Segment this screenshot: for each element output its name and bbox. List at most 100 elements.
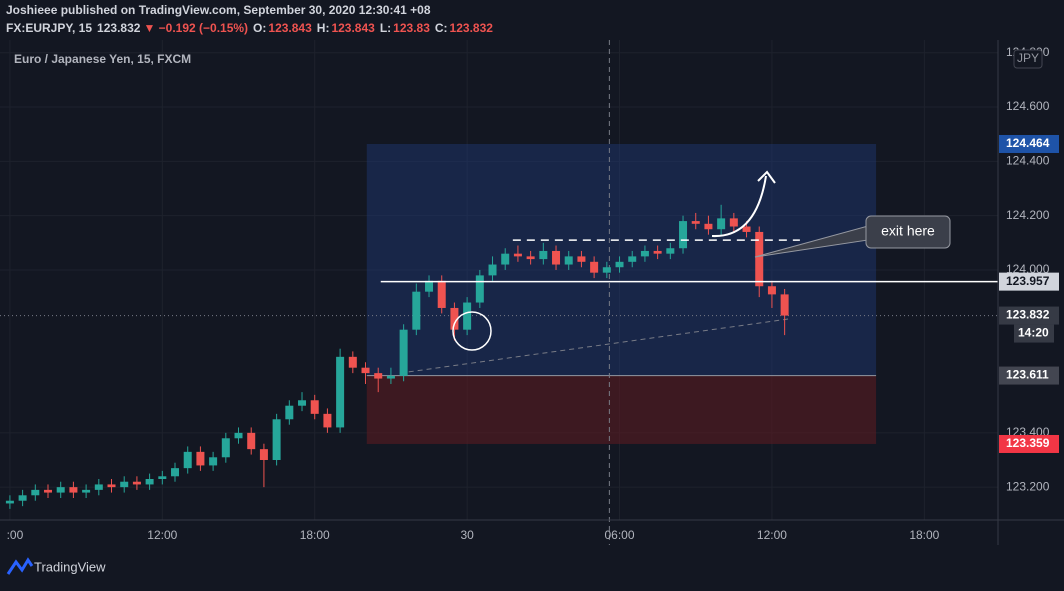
candle-body (488, 264, 497, 276)
footer-bg (0, 545, 1064, 586)
candle-body (285, 405, 294, 420)
candle-body (336, 356, 345, 428)
candle-body (310, 400, 319, 414)
candle-body (183, 451, 192, 469)
candle-body (158, 476, 167, 480)
candle-body (463, 302, 472, 330)
candle-body (374, 373, 383, 379)
candle-body (272, 419, 281, 460)
candle-body (513, 253, 522, 257)
x-tick-label: 18:00 (909, 528, 939, 542)
candle-body (44, 489, 53, 493)
price-tag (999, 134, 1059, 153)
candle-body (386, 375, 395, 379)
candle-body (247, 432, 256, 450)
candle-body (259, 449, 268, 460)
y-tick-label: 124.400 (1006, 154, 1050, 168)
candle-body (18, 495, 27, 501)
x-tick-label: :00 (7, 528, 24, 542)
y-tick-label: 124.600 (1006, 99, 1050, 113)
candle-body (539, 250, 548, 260)
price-tag-label: 124.464 (1006, 136, 1050, 150)
price-tag (999, 272, 1059, 291)
candle-body (577, 256, 586, 262)
candle-body (640, 250, 649, 257)
price-tag (999, 306, 1059, 325)
candle-body (729, 218, 738, 227)
target-zone (366, 143, 877, 376)
legend-item: 123.832 (450, 21, 494, 35)
legend-item: H: (317, 21, 330, 35)
candle-body (120, 481, 129, 488)
candle-body (399, 329, 408, 376)
candle-body (69, 487, 78, 493)
candle-body (221, 438, 230, 458)
candle-body (564, 256, 573, 265)
candle-body (196, 451, 205, 466)
candle-body (31, 489, 40, 496)
price-tag-label: 123.957 (1006, 274, 1050, 288)
price-tag-label: 123.832 (1006, 308, 1050, 322)
candle-body (704, 223, 713, 230)
candle-body (691, 221, 700, 224)
header-bg (0, 0, 1064, 40)
y-tick-label: 123.200 (1006, 479, 1050, 493)
candle-body (501, 253, 510, 265)
countdown: 14:20 (1018, 326, 1049, 340)
x-tick-label: 12:00 (147, 528, 177, 542)
candle-body (323, 413, 332, 428)
chart-title: Euro / Japanese Yen, 15, FXCM (14, 52, 191, 66)
candle-body (767, 286, 776, 295)
candle-body (552, 250, 561, 265)
x-tick-label: 30 (460, 528, 474, 542)
candle-body (679, 221, 688, 249)
legend-item: 123.832 (97, 21, 141, 35)
x-tick-label: 18:00 (300, 528, 330, 542)
arrow (711, 175, 767, 238)
candle-body (348, 356, 357, 368)
candle-body (590, 261, 599, 273)
x-tick-label: 12:00 (757, 528, 787, 542)
legend-item: 123.843 (331, 21, 375, 35)
legend-item: FX:EURJPY, 15 (6, 21, 92, 35)
brand: TradingView (34, 559, 106, 574)
candle-body (412, 291, 421, 330)
candle-body (56, 487, 65, 493)
candle-body (755, 231, 764, 287)
callout-text: exit here (881, 223, 935, 239)
candle-body (526, 256, 535, 260)
candle-body (361, 367, 370, 374)
legend-item: 123.83 (393, 21, 430, 35)
candle-body (209, 457, 218, 466)
legend: FX:EURJPY, 15 123.832 ▼ −0.192 (−0.15%) O: 1… (6, 21, 493, 35)
candle-body (171, 468, 180, 477)
plot (0, 40, 998, 545)
legend-item: L: (380, 21, 391, 35)
candle-body (425, 280, 434, 292)
candle-body (615, 261, 624, 268)
candle-body (628, 256, 637, 262)
candle-body (234, 432, 243, 439)
candle-body (742, 226, 751, 232)
legend-item: ▼ −0.192 (−0.15%) (143, 21, 248, 35)
trend-line (399, 318, 790, 374)
candle-body (475, 275, 484, 303)
price-tag (999, 366, 1059, 385)
price-tag (999, 434, 1059, 453)
candle-body (602, 267, 611, 273)
candle-body (107, 484, 116, 488)
y-tick-label: 124.200 (1006, 208, 1050, 222)
currency-box (1013, 49, 1043, 69)
legend-item: O: (253, 21, 266, 35)
candle-body (717, 218, 726, 230)
stop-zone (366, 375, 877, 444)
logo (6, 557, 34, 575)
candle-body (132, 481, 141, 485)
candle-body (780, 294, 789, 316)
candle-body (145, 479, 154, 485)
candle-body (450, 307, 459, 330)
axes: 124.800124.600124.400124.200124.000123.4… (7, 45, 1059, 542)
candle-body (437, 280, 446, 308)
